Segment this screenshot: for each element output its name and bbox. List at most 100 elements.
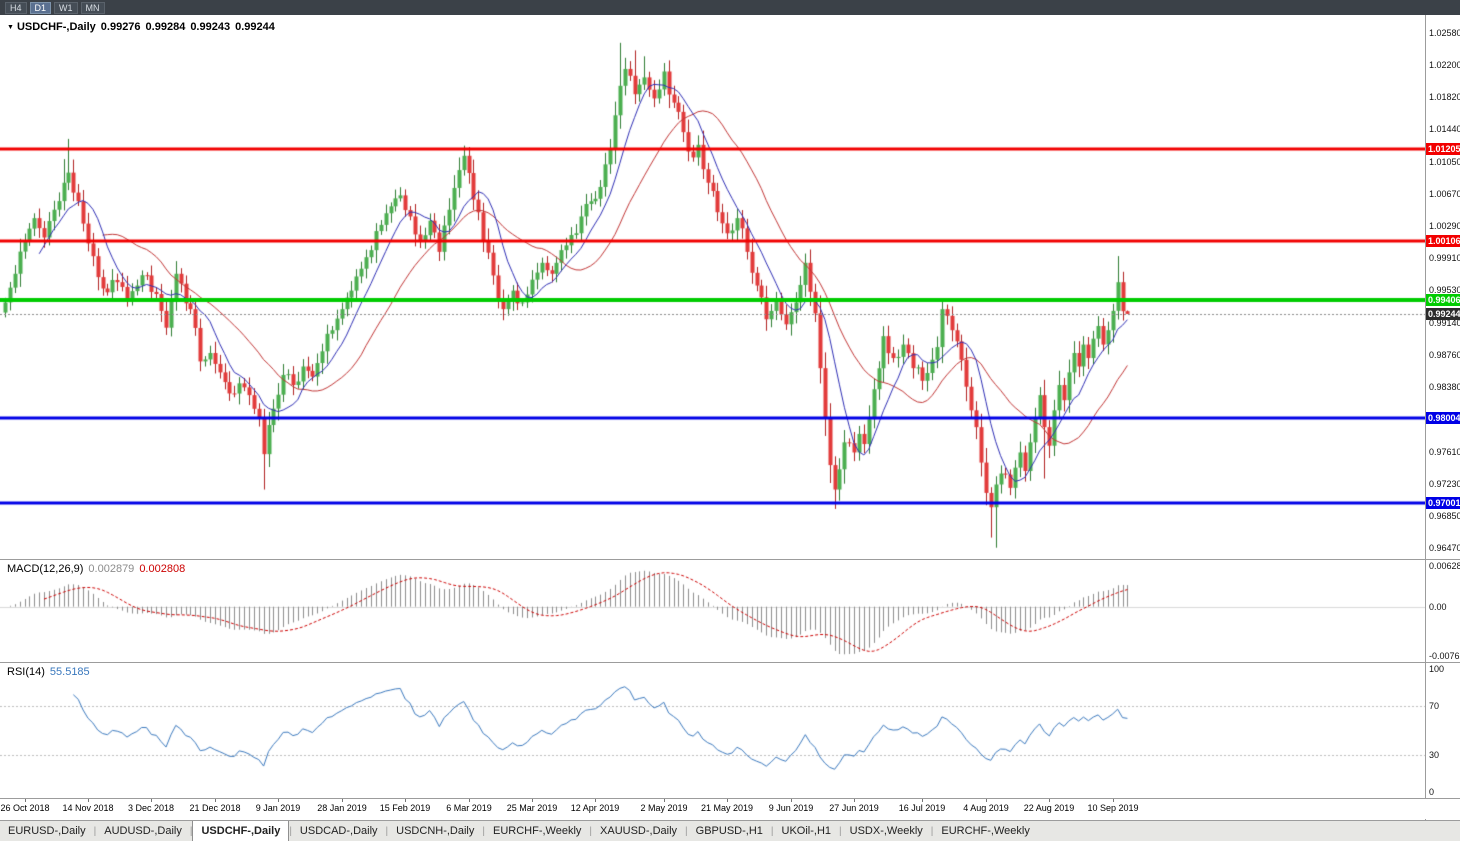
tab-separator: | [289,825,292,837]
time-axis-label: 25 Mar 2019 [506,803,558,813]
macd-readout: MACD(12,26,9) 0.002879 0.002808 [7,563,190,575]
timeframe-button-mn[interactable]: MN [80,1,105,14]
macd-axis-min: -0.00762 [1429,651,1460,661]
macd-value-signal: 0.002808 [139,563,186,575]
time-axis-tick [986,799,987,802]
chart-tab-usdcad-daily[interactable]: USDCAD-,Daily [299,825,378,837]
time-axis-tick [727,799,728,802]
price-tick: 0.99910 [1429,252,1460,263]
price-tick: 0.99140 [1429,317,1460,328]
price-tick: 0.97610 [1429,446,1460,457]
chart-tab-audusd-daily[interactable]: AUDUSD-,Daily [104,825,182,837]
chart-ohlc-readout: ▼ USDCHF-,Daily 0.99276 0.99284 0.99243 0.992… [7,21,280,33]
time-axis-tick [469,799,470,802]
time-axis-tick [342,799,343,802]
panel-divider-macd-rsi [0,662,1460,663]
time-axis-tick [1113,799,1114,802]
time-axis-tick [215,799,216,802]
time-axis-tick [25,799,26,802]
rsi-chart-canvas[interactable] [0,663,1425,798]
tab-separator: | [482,825,485,837]
chart-tab-eurchf-weekly-2[interactable]: EURCHF-,Weekly [941,825,1030,837]
rsi-axis-0: 0 [1429,787,1435,797]
tab-separator: | [839,825,842,837]
price-tick: 0.98380 [1429,381,1460,392]
rsi-axis-100: 100 [1429,664,1445,674]
ohlc-close: 0.99244 [235,21,275,33]
chart-tab-xauusd-daily[interactable]: XAUUSD-,Daily [600,825,678,837]
price-tick: 1.02200 [1429,59,1460,70]
tab-separator: | [770,825,774,837]
panel-divider-price-macd [0,559,1460,560]
time-axis-label: 12 Apr 2019 [570,803,620,813]
time-axis-tick [1049,799,1050,802]
time-axis-label: 26 Oct 2018 [0,803,50,813]
price-tick: 1.01050 [1429,156,1460,167]
time-axis-label: 14 Nov 2018 [62,803,114,813]
price-tick: 0.96470 [1429,542,1460,553]
chart-tab-ukoil-h1[interactable]: UKOil-,H1 [781,825,832,837]
time-axis-label: 9 Jun 2019 [768,803,814,813]
time-axis-label: 9 Jan 2019 [255,803,301,813]
chart-tab-eurchf-weekly[interactable]: EURCHF-,Weekly [493,825,582,837]
price-level-tag: 0.98004 [1426,412,1460,425]
chart-tab-usdcnh-daily[interactable]: USDCNH-,Daily [396,825,475,837]
time-axis-label: 22 Aug 2019 [1023,803,1075,813]
chart-tab-eurusd-daily[interactable]: EURUSD-,Daily [8,825,86,837]
price-tick: 1.01440 [1429,123,1460,134]
time-axis-label: 3 Dec 2018 [127,803,175,813]
ohlc-high: 0.99284 [145,21,186,33]
price-level-tag: 0.97001 [1426,496,1460,509]
price-level-tag: 1.01205 [1426,142,1460,155]
price-tick: 1.00670 [1429,188,1460,199]
timeframe-button-w1[interactable]: W1 [54,1,78,14]
macd-chart-canvas[interactable] [0,560,1425,662]
rsi-readout: RSI(14) 55.5185 [7,666,95,678]
time-axis[interactable]: 26 Oct 2018 14 Nov 2018 3 Dec 2018 21 Dec 2… [0,799,1460,819]
time-axis-label: 28 Jan 2019 [317,803,367,813]
chart-symbol-label: USDCHF-,Daily [16,21,96,33]
price-tick: 0.97230 [1429,478,1460,489]
macd-axis-zero: 0.00 [1429,601,1447,612]
chart-tabs: EURUSD-,Daily | AUDUSD-,Daily | USDCHF-,Dail… [0,820,1460,841]
tab-separator: | [589,825,593,837]
price-tick: 1.01820 [1429,91,1460,102]
time-axis-tick [88,799,89,802]
timeframe-button-h4[interactable]: H4 [5,1,27,14]
time-axis-label: 15 Feb 2019 [379,803,431,813]
time-axis-label: 6 Mar 2019 [446,803,492,813]
time-axis-tick [278,799,279,802]
macd-value-main: 0.002879 [88,563,135,575]
time-axis-tick [854,799,855,802]
time-axis-label: 4 Aug 2019 [963,803,1009,813]
price-scale[interactable]: 0.006286 0.00 -0.00762 1.02580 1.02200 1.0… [1425,0,1460,841]
time-axis-label: 10 Sep 2019 [1087,803,1139,813]
time-axis-label: 2 May 2019 [640,803,688,813]
chart-tab-gbpusd-h1[interactable]: GBPUSD-,H1 [695,825,763,837]
price-level-tag: 1.00106 [1426,235,1460,248]
tab-separator: | [930,825,934,837]
tab-separator: | [93,825,97,837]
panel-divider-rsi-dates [0,798,1460,799]
price-tick: 1.00290 [1429,220,1460,231]
tab-separator: | [685,825,688,837]
time-axis-tick [532,799,533,802]
macd-axis-max: 0.006286 [1429,561,1460,571]
ohlc-open: 0.99276 [100,21,141,33]
tab-separator: | [189,825,193,837]
timeframe-button-d1[interactable]: D1 [29,1,52,14]
time-axis-label: 21 May 2019 [700,803,754,813]
chart-dropdown-icon[interactable]: ▼ [7,24,14,31]
time-axis-label: 21 Dec 2018 [189,803,241,813]
time-axis-label: 16 Jul 2019 [898,803,946,813]
rsi-axis-30: 30 [1429,750,1440,761]
time-axis-tick [151,799,152,802]
rsi-axis-70: 70 [1429,700,1440,711]
price-chart-canvas[interactable] [0,15,1425,559]
rsi-value: 55.5185 [49,666,90,678]
price-level-tag: 0.99406 [1426,294,1460,307]
chart-tab-usdchf-daily[interactable]: USDCHF-,Daily [192,821,290,841]
time-axis-tick [791,799,792,802]
price-tick: 0.96850 [1429,510,1460,521]
chart-tab-usdx-weekly[interactable]: USDX-,Weekly [849,825,923,837]
